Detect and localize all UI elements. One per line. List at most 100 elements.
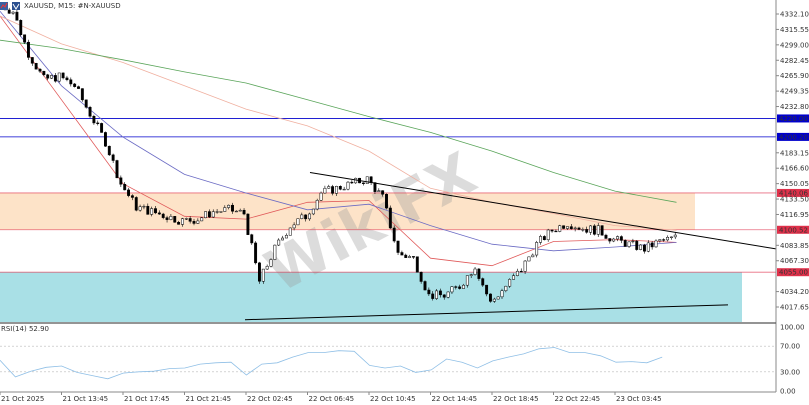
- price-tick-label: 4299.00: [780, 41, 809, 49]
- price-tick-label: 4067.30: [780, 257, 809, 265]
- bull-candle: [535, 242, 539, 256]
- bear-candle: [38, 68, 42, 72]
- bear-candle: [438, 290, 442, 296]
- rsi-line: [0, 347, 663, 380]
- uptrend-line: [244, 304, 729, 321]
- bull-candle: [269, 259, 273, 267]
- level-price-tag: [777, 114, 809, 123]
- price-tick-label: 4282.45: [780, 57, 809, 65]
- price-tick-label: 4083.85: [780, 242, 809, 250]
- bull-candle: [335, 186, 338, 194]
- bull-candle: [515, 270, 519, 276]
- moving-average-ma200: [0, 39, 677, 203]
- downtrend-line: [309, 172, 777, 250]
- bull-candle: [281, 237, 285, 241]
- bull-candle: [646, 242, 650, 252]
- bull-candle: [319, 192, 323, 201]
- bear-candle: [15, 11, 19, 21]
- bear-candle: [392, 227, 396, 242]
- support-zone: [0, 272, 742, 322]
- bull-candle: [296, 218, 300, 226]
- bear-candle: [412, 256, 415, 258]
- bear-candle: [100, 123, 104, 133]
- bear-candle: [23, 34, 27, 43]
- bull-candle: [50, 75, 53, 79]
- bear-candle: [415, 256, 419, 273]
- bull-candle: [523, 260, 527, 272]
- bear-candle: [69, 79, 73, 85]
- bull-candle: [292, 224, 296, 229]
- resistance-zone: [0, 192, 695, 230]
- bull-candle: [596, 225, 600, 235]
- bull-candle: [223, 207, 227, 212]
- bear-candle: [157, 212, 161, 215]
- bull-candle: [639, 244, 643, 250]
- bear-candle: [554, 230, 558, 233]
- bull-candle: [327, 186, 331, 189]
- bull-candle: [469, 274, 473, 276]
- bear-candle: [442, 294, 446, 298]
- bull-candle: [546, 229, 550, 241]
- bull-candle: [200, 217, 204, 222]
- bear-candle: [373, 182, 377, 192]
- level-price-label: 4140.06: [779, 189, 808, 197]
- bull-candle: [300, 214, 304, 219]
- bear-candle: [111, 154, 115, 161]
- bear-candle: [96, 122, 100, 124]
- bull-candle: [288, 227, 292, 236]
- bull-candle: [627, 241, 631, 247]
- bear-candle: [381, 190, 385, 195]
- bull-candle: [504, 285, 508, 291]
- bull-candle: [277, 239, 281, 246]
- bear-candle: [542, 236, 546, 241]
- bear-candle: [623, 240, 627, 247]
- bull-candle: [196, 220, 200, 224]
- bear-candle: [250, 234, 254, 244]
- bull-candle: [669, 236, 673, 238]
- bear-candle: [65, 77, 69, 81]
- bull-candle: [666, 237, 669, 241]
- bear-candle: [242, 209, 246, 215]
- bull-candle: [238, 209, 242, 212]
- bear-candle: [404, 254, 408, 258]
- bear-candle: [400, 252, 404, 256]
- chart-window-icon: [0, 1, 8, 10]
- bear-candle: [207, 211, 211, 218]
- bear-candle: [431, 293, 435, 299]
- bull-candle: [500, 290, 504, 298]
- bull-candle: [558, 225, 562, 232]
- price-tick-label: 4232.80: [780, 103, 809, 111]
- one-click-trading-icon[interactable]: [12, 1, 20, 10]
- time-tick-label: 21 Oct 13:45: [63, 395, 109, 403]
- level-price-label: 4220.00: [779, 115, 808, 123]
- bull-candle: [57, 72, 61, 82]
- bear-candle: [477, 268, 481, 279]
- bull-candle: [311, 208, 315, 215]
- bear-candle: [569, 226, 573, 230]
- bear-candle: [7, 9, 11, 14]
- bear-candle: [331, 186, 335, 194]
- bear-candle: [154, 208, 157, 214]
- bear-candle: [304, 214, 308, 220]
- bear-candle: [188, 218, 192, 222]
- bull-candle: [462, 284, 465, 289]
- bear-candle: [388, 207, 392, 229]
- price-tick-label: 4034.20: [780, 288, 809, 296]
- bear-candle: [396, 240, 400, 253]
- time-tick-label: 22 Oct 18:45: [493, 395, 539, 403]
- bull-candle: [261, 268, 265, 282]
- chart-header: XAUUSD, M15: #N-XAUUSD: [0, 0, 121, 11]
- bear-candle: [577, 227, 581, 230]
- bear-candle: [88, 107, 92, 117]
- rsi-label: RSI(14) 52.90: [1, 325, 49, 333]
- bull-candle: [308, 213, 311, 220]
- bull-candle: [181, 218, 184, 225]
- level-price-label: 4200.20: [779, 133, 808, 141]
- bear-candle: [662, 239, 666, 241]
- bull-candle: [465, 275, 469, 286]
- bear-candle: [104, 132, 107, 147]
- bear-candle: [635, 240, 639, 250]
- bear-candle: [77, 86, 80, 89]
- bull-candle: [446, 291, 450, 298]
